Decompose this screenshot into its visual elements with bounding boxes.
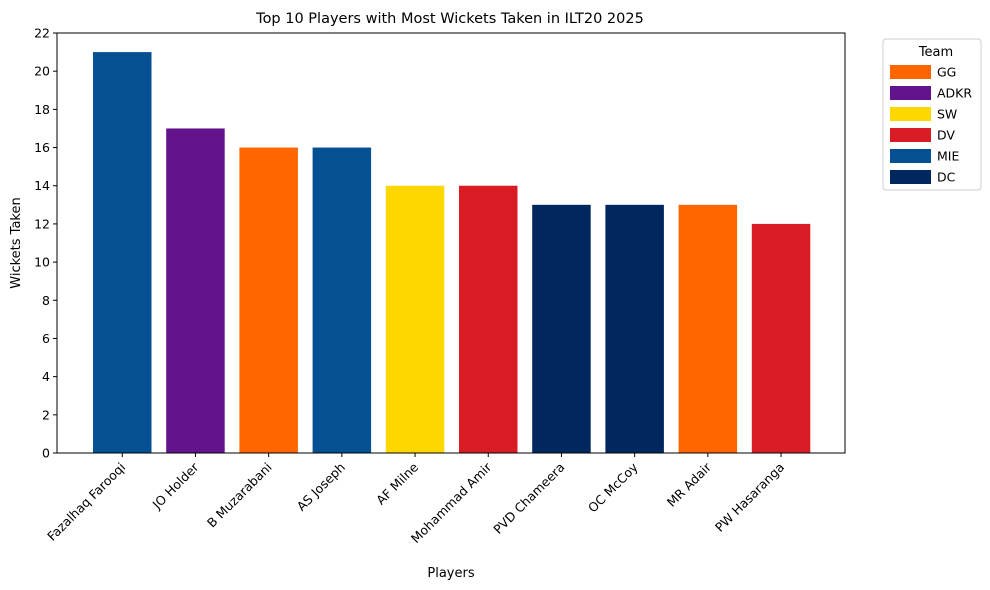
y-tick-label: 6 bbox=[42, 331, 50, 346]
legend-swatch bbox=[890, 170, 931, 184]
bar bbox=[459, 185, 518, 453]
bar bbox=[532, 204, 591, 453]
y-tick-label: 18 bbox=[34, 102, 50, 117]
legend-label: MIE bbox=[937, 149, 959, 164]
bar bbox=[166, 128, 225, 454]
bars-group bbox=[93, 52, 811, 454]
y-axis: 0 2 4 6 8 10 12 14 16 18 20 22 bbox=[34, 26, 57, 461]
legend-swatch bbox=[890, 107, 931, 121]
y-tick-label: 10 bbox=[34, 255, 50, 270]
plot-frame bbox=[56, 32, 846, 454]
x-axis-label: Players bbox=[427, 566, 474, 581]
bar bbox=[605, 204, 664, 453]
legend-label: GG bbox=[937, 65, 956, 80]
bar bbox=[239, 147, 298, 453]
y-tick-label: 14 bbox=[34, 178, 50, 193]
legend-label: SW bbox=[937, 107, 957, 122]
y-tick-label: 4 bbox=[42, 369, 50, 384]
y-tick-label: 22 bbox=[34, 26, 50, 41]
legend-swatch bbox=[890, 128, 931, 142]
y-tick-label: 12 bbox=[34, 216, 50, 231]
legend-label: DV bbox=[937, 128, 955, 143]
y-tick-label: 2 bbox=[42, 407, 50, 422]
legend-swatch bbox=[890, 65, 931, 79]
chart-title: Top 10 Players with Most Wickets Taken i… bbox=[255, 11, 644, 27]
legend-swatch bbox=[890, 149, 931, 163]
y-axis-label: Wickets Taken bbox=[9, 197, 24, 288]
y-tick-label: 8 bbox=[42, 293, 50, 308]
legend-entries: GG ADKR SW DV MIE DC bbox=[890, 65, 972, 185]
bar bbox=[385, 185, 445, 453]
bar bbox=[312, 147, 372, 453]
bar bbox=[93, 52, 152, 453]
legend-label: ADKR bbox=[937, 86, 972, 101]
legend: Team GG ADKR SW DV MIE DC bbox=[882, 38, 982, 191]
legend-label: DC bbox=[937, 170, 956, 185]
y-tick-label: 0 bbox=[42, 446, 50, 461]
y-tick-label: 16 bbox=[34, 140, 50, 155]
bar bbox=[751, 223, 811, 453]
legend-title: Team bbox=[918, 45, 953, 60]
bar bbox=[678, 204, 738, 453]
legend-swatch bbox=[890, 86, 931, 100]
y-tick-label: 20 bbox=[34, 64, 50, 79]
